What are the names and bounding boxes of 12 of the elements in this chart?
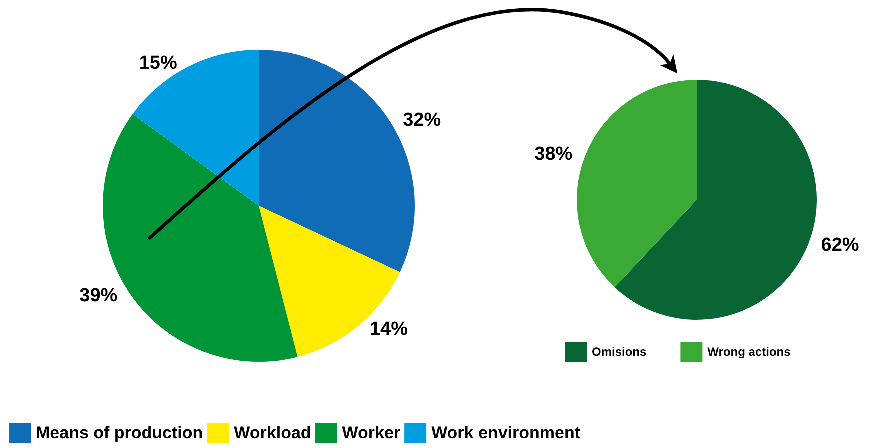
legend-label: Wrong actions [708, 345, 792, 359]
data-label: 15% [139, 52, 178, 74]
legend-label: Workload [234, 424, 312, 442]
data-label: 14% [370, 318, 408, 340]
data-label: 32% [403, 110, 442, 131]
data-label: 38% [534, 144, 573, 165]
legend-label: Worker [342, 424, 401, 442]
data-label: 39% [80, 285, 118, 306]
legend-label: Means of production [36, 424, 204, 442]
legend-label: Omisions [592, 345, 648, 359]
legend-label: Work environment [432, 424, 581, 442]
data-label: 62% [821, 235, 860, 256]
